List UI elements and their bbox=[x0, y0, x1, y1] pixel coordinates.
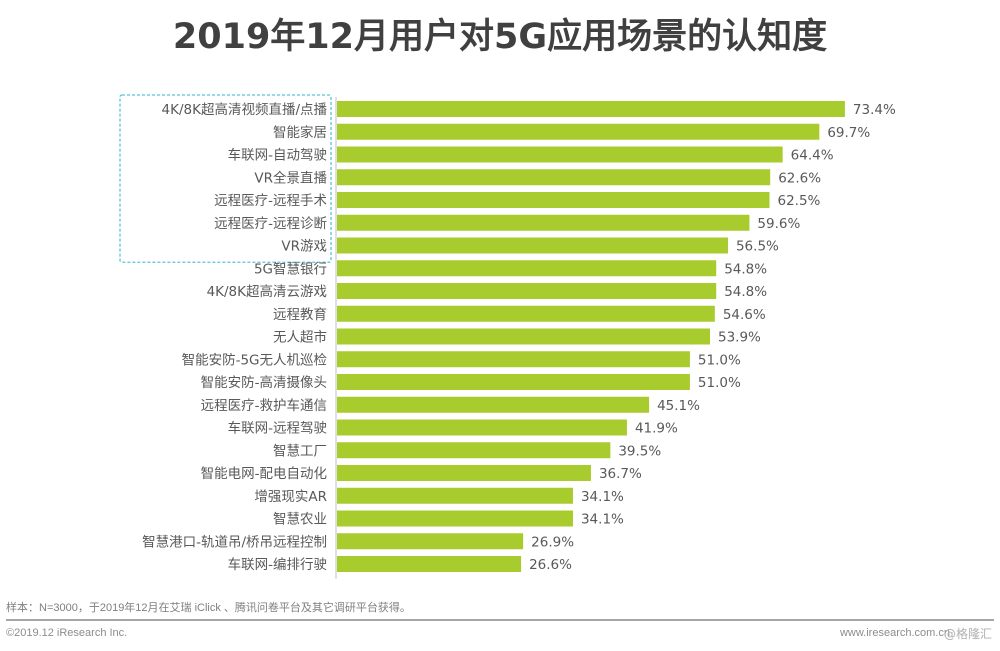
value-label: 54.8% bbox=[724, 261, 767, 277]
watermark: @格隆汇 bbox=[943, 627, 992, 641]
value-label: 64.4% bbox=[791, 148, 834, 164]
bar bbox=[337, 169, 771, 186]
category-label: 5G智慧银行 bbox=[254, 261, 327, 277]
bar bbox=[337, 419, 627, 436]
value-label: 69.7% bbox=[827, 125, 870, 141]
bar bbox=[337, 396, 650, 413]
bar bbox=[337, 374, 690, 390]
bar bbox=[337, 351, 690, 368]
value-label: 26.9% bbox=[531, 534, 574, 550]
sample-note: 样本：N=3000，于2019年12月在艾瑞 iClick 、腾讯问卷平台及其它… bbox=[6, 602, 411, 614]
value-label: 59.6% bbox=[757, 216, 800, 232]
bar bbox=[337, 146, 783, 163]
bar bbox=[337, 328, 710, 345]
category-label: 智慧工厂 bbox=[273, 443, 327, 459]
category-label: 远程医疗-远程诊断 bbox=[214, 216, 327, 232]
copyright: ©2019.12 iResearch Inc. bbox=[6, 627, 128, 639]
bar bbox=[337, 192, 770, 208]
value-label: 54.8% bbox=[724, 284, 767, 300]
bar bbox=[337, 123, 820, 140]
chart-title: 2019年12月用户对5G应用场景的认知度 bbox=[172, 17, 828, 57]
category-label: 增强现实AR bbox=[254, 489, 327, 505]
bar bbox=[337, 260, 717, 277]
bar bbox=[337, 556, 522, 572]
bar bbox=[337, 487, 573, 504]
value-label: 36.7% bbox=[599, 466, 642, 482]
footer-divider bbox=[6, 619, 994, 621]
category-label: 无人超市 bbox=[273, 329, 327, 346]
value-label: 62.5% bbox=[778, 193, 821, 209]
value-label: 51.0% bbox=[698, 375, 741, 391]
bar bbox=[337, 101, 845, 117]
value-label: 34.1% bbox=[581, 489, 624, 505]
value-label: 51.0% bbox=[698, 352, 741, 368]
category-label: 4K/8K超高清云游戏 bbox=[207, 283, 327, 300]
category-label: 车联网-自动驾驶 bbox=[228, 147, 327, 164]
value-label: 45.1% bbox=[657, 398, 700, 414]
bar bbox=[337, 510, 573, 527]
bar bbox=[337, 533, 524, 550]
value-label: 56.5% bbox=[736, 239, 779, 255]
category-label: 远程医疗-远程手术 bbox=[214, 193, 327, 209]
category-label: 车联网-远程驾驶 bbox=[228, 420, 327, 437]
value-label: 62.6% bbox=[778, 170, 821, 186]
value-label: 39.5% bbox=[618, 443, 661, 459]
website-link[interactable]: www.iresearch.com.cn bbox=[839, 627, 950, 639]
category-label: 智能电网-配电自动化 bbox=[201, 466, 327, 482]
category-label: 智慧农业 bbox=[273, 512, 327, 528]
value-label: 41.9% bbox=[635, 421, 678, 437]
category-label: 智能家居 bbox=[273, 124, 327, 141]
category-label: VR全景直播 bbox=[254, 169, 327, 186]
bar bbox=[337, 283, 717, 299]
bar bbox=[337, 442, 611, 459]
bar bbox=[337, 214, 750, 231]
bar bbox=[337, 237, 728, 254]
highlight-box bbox=[119, 94, 332, 263]
category-label: 车联网-编排行驶 bbox=[228, 556, 327, 573]
category-label: 智能安防-5G无人机巡检 bbox=[182, 352, 328, 368]
bar bbox=[337, 305, 715, 322]
category-label: 4K/8K超高清视频直播/点播 bbox=[162, 101, 328, 118]
category-label: VR游戏 bbox=[281, 239, 327, 255]
value-label: 53.9% bbox=[718, 330, 761, 346]
bar bbox=[337, 465, 591, 481]
value-label: 26.6% bbox=[529, 557, 572, 573]
value-label: 34.1% bbox=[581, 512, 624, 528]
value-label: 54.6% bbox=[723, 307, 766, 323]
category-label: 远程教育 bbox=[273, 307, 327, 323]
value-label: 73.4% bbox=[853, 102, 896, 118]
category-label: 智慧港口-轨道吊/桥吊远程控制 bbox=[142, 534, 327, 550]
category-label: 智能安防-高清摄像头 bbox=[201, 374, 327, 391]
category-label: 远程医疗-救护车通信 bbox=[201, 397, 327, 414]
